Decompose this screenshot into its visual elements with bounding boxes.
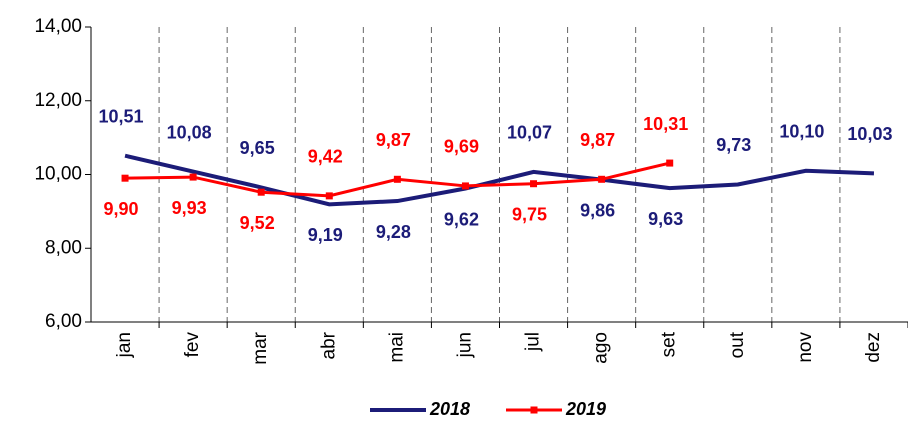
point <box>530 180 538 188</box>
x-tick-label: jul <box>523 332 544 352</box>
data-label: 9,90 <box>104 199 139 219</box>
x-tick-label: jan <box>114 332 135 358</box>
data-label: 9,65 <box>240 138 275 158</box>
y-tick-label: 10,00 <box>34 164 82 185</box>
legend-label: 2019 <box>565 399 606 419</box>
x-tick-label: mar <box>250 331 271 364</box>
x-tick-label: jun <box>454 332 475 358</box>
data-label: 9,73 <box>716 135 751 155</box>
x-tick-label: out <box>727 331 748 358</box>
x-tick-label: ago <box>591 332 612 364</box>
point <box>461 182 469 190</box>
y-tick-label: 6,00 <box>45 311 82 332</box>
legend-marker <box>530 406 538 414</box>
data-label: 9,93 <box>172 198 207 218</box>
data-label: 10,08 <box>167 122 212 142</box>
legend-label: 2018 <box>429 399 470 419</box>
x-tick-label: abr <box>318 331 339 359</box>
point <box>189 173 197 181</box>
data-label: 9,62 <box>444 209 479 229</box>
y-tick-label: 14,00 <box>34 16 82 37</box>
data-label: 9,86 <box>580 200 615 220</box>
data-label: 9,75 <box>512 204 547 224</box>
point <box>257 188 265 196</box>
x-tick-label: mai <box>386 332 407 363</box>
y-tick-label: 12,00 <box>34 90 82 111</box>
data-label: 9,52 <box>240 213 275 233</box>
series-line <box>124 153 875 207</box>
data-label: 10,03 <box>847 124 892 144</box>
x-tick-label: nov <box>795 332 816 363</box>
data-label: 9,28 <box>376 222 411 242</box>
point <box>121 174 129 182</box>
point <box>666 159 674 167</box>
data-label: 9,87 <box>376 130 411 150</box>
data-label: 9,69 <box>444 137 479 157</box>
data-label: 10,07 <box>507 123 552 143</box>
x-tick-label: dez <box>863 332 884 363</box>
data-label: 10,10 <box>779 122 824 142</box>
point <box>598 175 606 183</box>
point <box>393 175 401 183</box>
data-label: 10,31 <box>643 114 688 134</box>
y-tick-label: 8,00 <box>45 237 82 258</box>
data-label: 10,51 <box>99 106 144 126</box>
point <box>325 192 333 200</box>
x-tick-label: set <box>659 331 680 357</box>
x-tick-label: fev <box>182 332 203 358</box>
data-label: 9,19 <box>308 225 343 245</box>
data-label: 9,42 <box>308 147 343 167</box>
data-label: 9,87 <box>580 130 615 150</box>
data-label: 9,63 <box>648 209 683 229</box>
